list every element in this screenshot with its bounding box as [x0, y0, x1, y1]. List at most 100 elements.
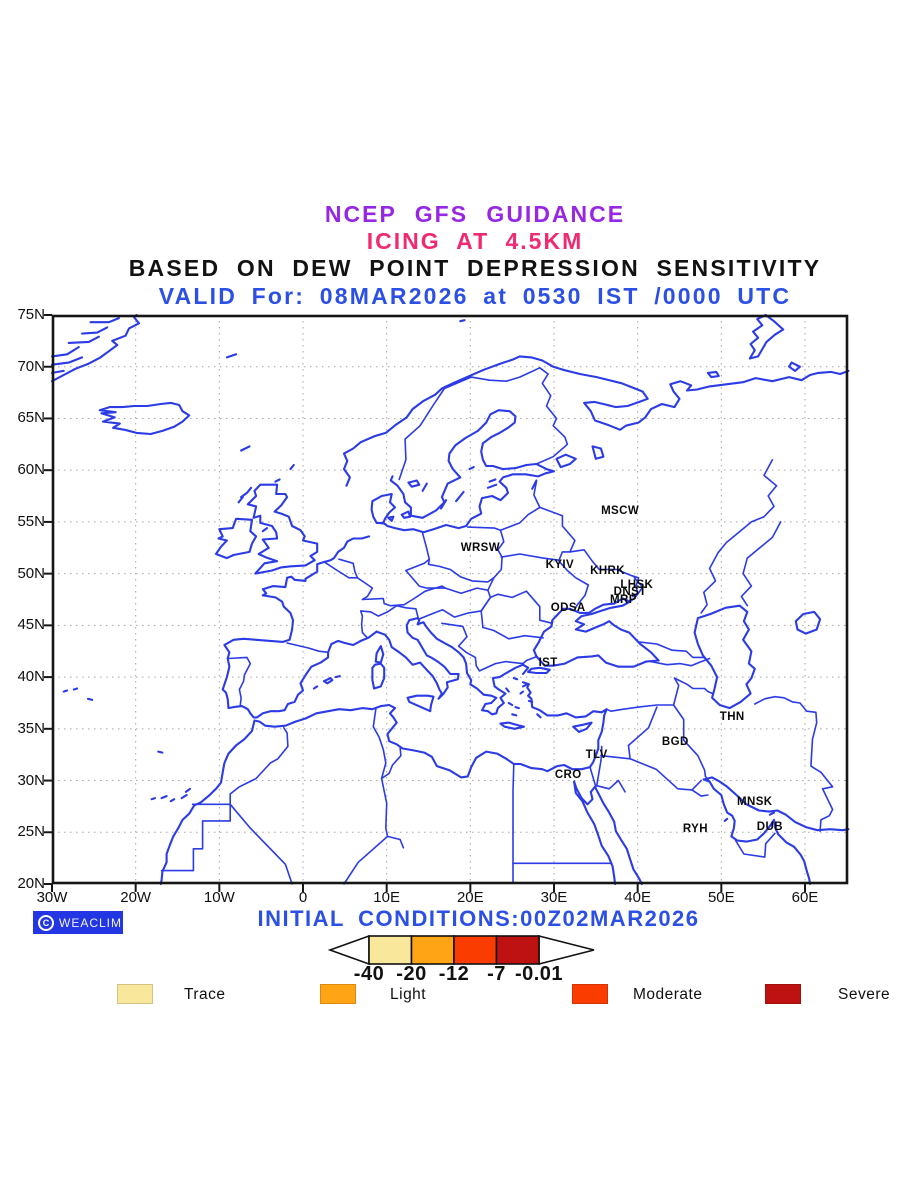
coastline-path [512, 677, 519, 681]
colorbar [327, 934, 595, 966]
coastline-path [593, 785, 643, 886]
coastline-path [573, 780, 597, 806]
coastline-path [507, 701, 514, 707]
coastline-path [702, 776, 850, 832]
border-path [637, 641, 705, 659]
city-label: KHRK [590, 564, 625, 577]
coastline-path [180, 793, 188, 800]
y-tick-label: 55N [17, 512, 45, 530]
coastline-path [505, 687, 510, 693]
coastline-path [788, 361, 802, 372]
coastline-path [527, 666, 551, 675]
x-tick-label: 30W [36, 889, 68, 906]
x-tick-label: 20W [120, 889, 152, 906]
city-label: CRO [554, 769, 582, 782]
border-path [286, 642, 329, 654]
border-path [589, 766, 597, 788]
border-path [361, 585, 446, 607]
coastline-path [488, 478, 497, 483]
coastline-path [225, 353, 238, 359]
border-path [489, 590, 554, 625]
y-tick-label: 25N [17, 823, 45, 841]
city-label: DNST [613, 586, 647, 599]
border-path [398, 367, 569, 481]
x-tick-label: 20E [456, 889, 484, 906]
coastline-path [312, 685, 319, 690]
coastline-path [407, 479, 421, 488]
border-path [380, 746, 402, 780]
coastline-path [421, 482, 428, 492]
coastline-path [240, 445, 251, 452]
x-tick-label: 50E [707, 889, 735, 906]
title-product: ICING AT 4.5KM [366, 228, 584, 254]
border-path [631, 577, 644, 602]
y-tick-label: 40N [17, 668, 45, 686]
city-label: MNSK [737, 796, 773, 809]
coastline-path [150, 797, 156, 801]
coastline-path [459, 319, 466, 323]
coastline-path [86, 697, 94, 701]
border-path [229, 727, 289, 806]
border-path [421, 526, 505, 583]
coastline-path [748, 313, 785, 360]
border-path [740, 521, 782, 607]
coastline-path [387, 515, 395, 522]
coastline-path [81, 326, 109, 335]
y-tick-label: 60N [17, 461, 45, 479]
coastline-path [289, 463, 295, 471]
coastline-path [439, 499, 448, 510]
coastline-path [555, 453, 577, 469]
title-model: NCEP GFS GUIDANCE [324, 201, 626, 227]
city-label: THN [719, 711, 745, 724]
coastline-path [157, 750, 164, 754]
city-label: LHSK [620, 579, 654, 592]
coastline-path [375, 617, 530, 716]
coastline-path [486, 483, 498, 489]
coastline-path [374, 645, 385, 664]
colorbar-tick-label: -7 [487, 963, 506, 985]
coastline-path [237, 496, 244, 504]
y-tick-label: 65N [17, 409, 45, 427]
coastline-path [246, 483, 319, 575]
y-tick-label: 50N [17, 564, 45, 582]
coastline-path [221, 535, 378, 719]
coastline-path [511, 713, 518, 717]
legend-label: Moderate [633, 986, 703, 1003]
border-path [691, 789, 709, 797]
border-path [512, 763, 515, 883]
map-canvas [44, 313, 850, 892]
coastline-path [89, 317, 120, 324]
border-path [482, 626, 544, 640]
coastline-path [50, 346, 80, 358]
border-path [465, 651, 539, 672]
coastline-path [72, 687, 79, 691]
colorbar-segment [495, 935, 540, 965]
coastline-path [322, 677, 334, 685]
colorbar-segment [453, 935, 498, 965]
coastline-path [240, 486, 253, 499]
border-path [405, 569, 446, 589]
coastline-path [519, 690, 525, 695]
coastline-path [50, 313, 141, 383]
copyright-icon: C [38, 914, 54, 931]
y-tick-label: 70N [17, 357, 45, 375]
border-path [629, 758, 702, 791]
coastline-path [274, 478, 281, 483]
coastline-path [499, 721, 525, 730]
coastline-path [334, 675, 341, 679]
border-path [558, 560, 590, 610]
border-path [673, 677, 714, 695]
legend-swatch [117, 984, 153, 1004]
city-label: BGD [661, 736, 689, 749]
colorbar-left-arrow [327, 934, 370, 966]
city-label: IST [538, 656, 558, 669]
city-label: MRP [610, 593, 637, 606]
legend-label: Trace [184, 986, 226, 1003]
border-path [405, 558, 431, 572]
x-tick-label: 0 [298, 889, 308, 906]
coastline-path [342, 355, 850, 487]
legend-label: Light [390, 986, 427, 1003]
border-path [754, 695, 834, 832]
y-tick-label: 35N [17, 719, 45, 737]
